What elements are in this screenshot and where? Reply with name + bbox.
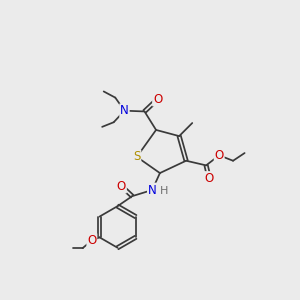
- Text: N: N: [148, 184, 157, 196]
- Text: O: O: [214, 149, 224, 162]
- Text: H: H: [160, 186, 168, 196]
- Text: N: N: [120, 104, 129, 117]
- Text: O: O: [87, 234, 97, 247]
- Text: O: O: [153, 93, 162, 106]
- Text: S: S: [133, 150, 140, 164]
- Text: O: O: [205, 172, 214, 185]
- Text: O: O: [117, 180, 126, 193]
